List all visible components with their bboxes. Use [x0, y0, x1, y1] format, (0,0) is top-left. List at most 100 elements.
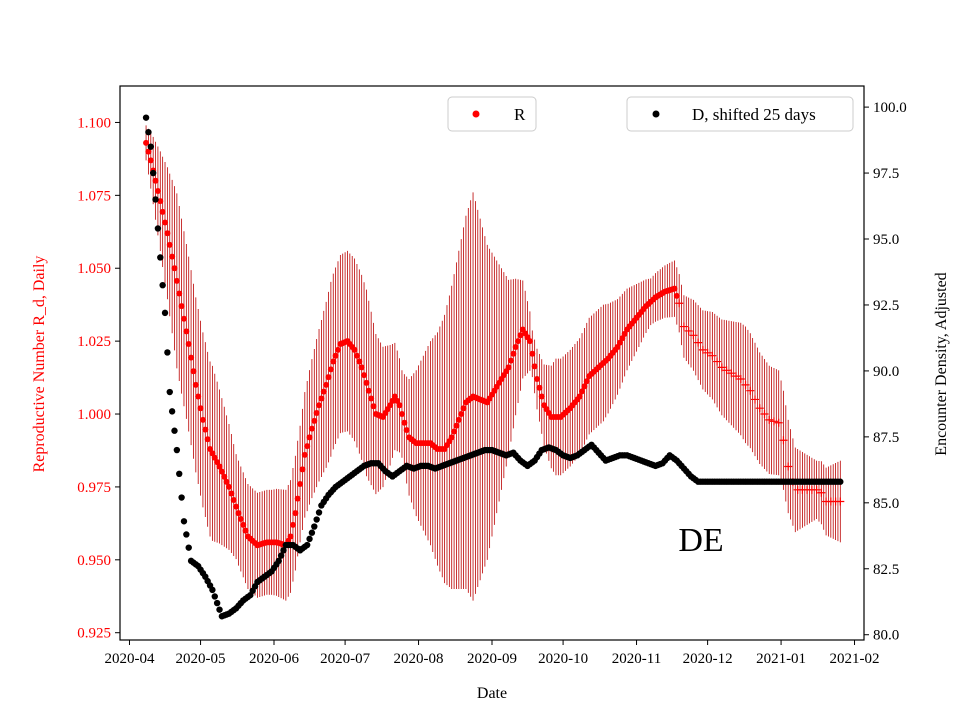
r-point: [242, 527, 249, 534]
r-point: [332, 352, 339, 359]
r-point: [171, 265, 178, 272]
right-tick-label: 85.0: [873, 496, 899, 512]
r-point: [751, 395, 760, 404]
d-point: [303, 541, 311, 549]
d-point: [145, 128, 152, 136]
r-point: [614, 343, 621, 350]
left-tick-label: 0.925: [77, 626, 111, 642]
r-point: [755, 404, 764, 413]
r-point: [183, 328, 190, 335]
d-point: [173, 446, 181, 454]
r-point: [453, 422, 460, 429]
r-point: [330, 358, 337, 365]
left-tick-label: 1.025: [77, 334, 111, 350]
r-point: [323, 381, 330, 388]
r-point: [147, 157, 154, 164]
d-point: [185, 544, 192, 551]
r-point: [531, 363, 538, 370]
r-point: [679, 322, 688, 331]
r-point: [230, 497, 237, 504]
r-point: [240, 521, 247, 528]
r-point: [316, 402, 323, 409]
right-tick-label: 87.5: [873, 430, 899, 446]
r-point: [299, 466, 306, 473]
r-point: [398, 411, 405, 418]
r-point: [458, 411, 465, 418]
x-tick-label: 2020-04: [104, 651, 154, 667]
r-point: [515, 338, 522, 345]
series-r: [143, 139, 845, 549]
r-point: [368, 395, 375, 402]
r-point: [185, 341, 192, 348]
left-tick-label: 1.050: [77, 261, 111, 277]
d-point: [166, 388, 173, 396]
left-tick-label: 1.000: [77, 407, 111, 423]
r-point: [162, 219, 169, 226]
r-point: [363, 379, 370, 386]
r-point: [192, 381, 199, 388]
r-point: [760, 410, 769, 419]
r-point: [581, 383, 588, 390]
r-point: [320, 388, 327, 395]
legend-d-label: D, shifted 25 days: [692, 105, 816, 124]
r-point: [221, 473, 228, 480]
d-point: [216, 606, 223, 613]
r-point: [218, 468, 225, 475]
r-point: [387, 402, 394, 409]
r-point: [510, 350, 517, 357]
left-axis-ticks: 0.925 0.950 0.975 1.000 1.025 1.050 1.075 1.100: [77, 115, 120, 642]
legend-d-box: [626, 96, 854, 132]
r-point: [199, 416, 206, 423]
d-point: [213, 599, 221, 607]
d-point: [171, 427, 178, 434]
r-point: [779, 436, 788, 445]
r-point: [727, 369, 736, 378]
r-point: [223, 478, 230, 485]
r-point: [673, 292, 680, 299]
r-point: [741, 380, 750, 389]
r-point: [195, 393, 202, 400]
legend-r-box: [447, 96, 537, 132]
x-tick-label: 2020-12: [683, 651, 733, 667]
legend-d[interactable]: D, shifted 25 days: [626, 96, 854, 132]
r-point: [713, 357, 722, 366]
r-point: [225, 483, 232, 490]
d-point: [280, 547, 287, 554]
d-point: [306, 535, 313, 543]
r-point: [297, 481, 304, 488]
r-point: [235, 510, 242, 517]
d-point: [152, 196, 159, 203]
r-point: [289, 521, 296, 528]
r-point: [166, 241, 173, 248]
r-point: [202, 426, 209, 433]
left-tick-label: 0.950: [77, 553, 111, 569]
d-point: [315, 509, 323, 516]
legend-r[interactable]: R: [447, 96, 537, 132]
right-axis-ticks: 80.0 82.5 85.0 87.5 90.0 92.5 95.0 97.5 100.0: [864, 100, 907, 644]
r-point: [621, 330, 628, 337]
left-tick-label: 0.975: [77, 480, 111, 496]
r-point: [237, 515, 244, 522]
r-point: [769, 417, 778, 426]
d-point: [275, 557, 282, 565]
r-point: [358, 364, 365, 371]
d-point: [168, 408, 176, 415]
r-point: [154, 187, 161, 194]
r-point: [180, 315, 187, 322]
r-point: [717, 363, 726, 372]
r-point: [689, 331, 698, 340]
r-point: [233, 503, 240, 510]
r-point: [817, 488, 826, 497]
legend-r-label: R: [514, 105, 526, 124]
r-point: [694, 338, 703, 347]
left-axis-label: Reproductive Number R_d, Daily: [31, 256, 48, 473]
r-point: [304, 443, 311, 450]
r-point: [698, 345, 707, 354]
r-point: [671, 285, 678, 292]
x-axis-ticks: 2020-04 2020-05 2020-06 2020-07 2020-08 2020-…: [104, 640, 880, 667]
r-point: [722, 366, 731, 375]
r-point: [576, 393, 583, 400]
r-point: [287, 533, 294, 540]
r-point: [351, 346, 358, 353]
